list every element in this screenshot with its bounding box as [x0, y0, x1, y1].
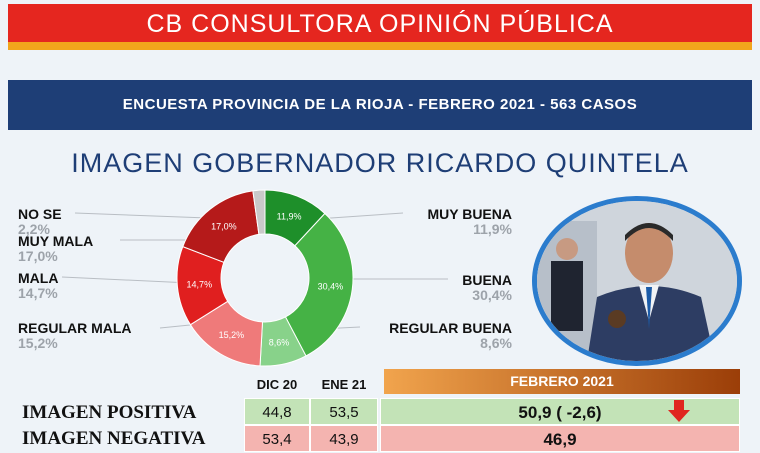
donut-slice-buena [284, 212, 354, 357]
column-header-dic: DIC 20 [256, 377, 298, 392]
person-silhouette-icon [537, 201, 737, 361]
column-header-feb: FEBRERO 2021 [384, 369, 740, 394]
slice-data-label: 30,4% [318, 282, 344, 292]
legend-pct-regular-buena: 8,6% [480, 335, 512, 351]
cell-positiva-ene: 53,5 [310, 398, 378, 425]
column-header-ene: ENE 21 [321, 377, 367, 392]
header-banner: CB CONSULTORA OPINIÓN PÚBLICA [8, 4, 752, 50]
slice-data-label: 8,6% [269, 337, 290, 347]
slice-data-label: 15,2% [219, 330, 245, 340]
legend-pct-muy-buena: 11,9% [473, 221, 512, 237]
legend-label-buena: BUENA [462, 272, 512, 288]
down-arrow-icon [668, 400, 690, 422]
donut-slice-no-se [252, 189, 266, 235]
legend-label-regular-mala: REGULAR MALA [18, 320, 132, 336]
header-stripe [8, 42, 752, 50]
legend-pct-buena: 30,4% [472, 287, 512, 303]
legend-label-regular-buena: REGULAR BUENA [389, 320, 512, 336]
governor-photo [532, 196, 742, 366]
cell-negativa-ene: 43,9 [310, 425, 378, 452]
donut-slices [176, 189, 354, 367]
donut-slice-labels: 11,9% 30,4% 8,6% 15,2% 14,7% 17,0% [187, 212, 344, 348]
legend-pct-mala: 14,7% [18, 285, 58, 301]
slice-data-label: 17,0% [211, 221, 237, 231]
row-label-negativa: IMAGEN NEGATIVA [22, 428, 206, 449]
slice-data-label: 11,9% [277, 212, 302, 222]
legend-pct-regular-mala: 15,2% [18, 335, 58, 351]
positiva-feb-value: 50,9 ( -2,6) [518, 403, 602, 422]
cell-positiva-dic: 44,8 [244, 398, 310, 425]
consultora-title: CB CONSULTORA OPINIÓN PÚBLICA [146, 10, 614, 38]
chart-title: IMAGEN GOBERNADOR RICARDO QUINTELA [71, 148, 689, 178]
legend-label-muy-buena: MUY BUENA [427, 206, 512, 222]
legend-pct-muy-mala: 17,0% [18, 248, 58, 264]
row-label-positiva: IMAGEN POSITIVA [22, 402, 197, 423]
survey-subtitle: ENCUESTA PROVINCIA DE LA RIOJA - FEBRERO… [8, 80, 752, 130]
legend-label-muy-mala: MUY MALA [18, 233, 94, 249]
cell-negativa-feb: 46,9 [380, 425, 740, 452]
cell-negativa-dic: 53,4 [244, 425, 310, 452]
legend-pct-no-se: 2,2% [18, 221, 50, 237]
legend-label-no-se: NO SE [18, 206, 62, 222]
legend-label-mala: MALA [18, 270, 59, 286]
slice-data-label: 14,7% [187, 279, 213, 289]
